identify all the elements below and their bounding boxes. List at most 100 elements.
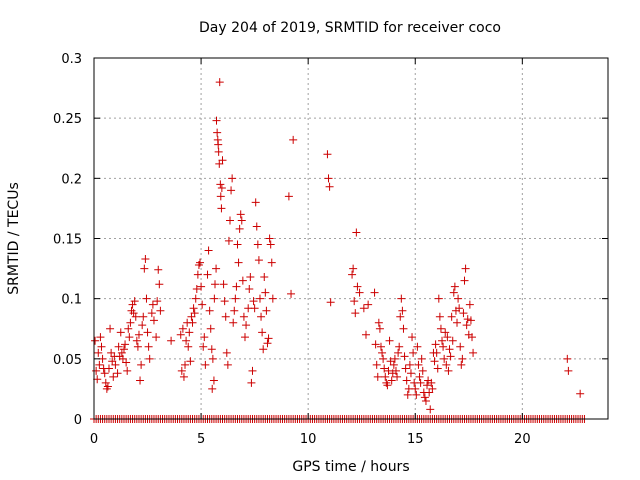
data-point (468, 333, 477, 342)
data-point (387, 376, 396, 385)
data-point (374, 318, 383, 327)
data-point (238, 276, 247, 285)
data-point (456, 342, 465, 351)
y-tick-label: 0.15 (53, 233, 82, 248)
data-point (126, 318, 135, 327)
chart-title: Day 204 of 2019, SRMTID for receiver coc… (199, 20, 501, 36)
data-point (398, 306, 407, 315)
data-point (148, 300, 157, 309)
data-point (220, 297, 229, 306)
data-point (141, 254, 150, 263)
data-point (431, 340, 440, 349)
data-point (117, 348, 126, 357)
data-point (325, 182, 334, 191)
data-point (416, 378, 425, 387)
data-point (125, 333, 134, 342)
data-point (114, 342, 123, 351)
data-point (191, 294, 200, 303)
data-point (212, 116, 221, 125)
data-point (254, 256, 263, 265)
data-point (418, 366, 427, 375)
data-point (207, 345, 216, 354)
data-point (96, 333, 105, 342)
data-point (263, 339, 272, 348)
data-point (100, 369, 109, 378)
data-point (155, 280, 164, 289)
data-point (326, 298, 335, 307)
data-point (221, 312, 230, 321)
data-point (93, 375, 102, 384)
data-point (463, 315, 472, 324)
data-point (457, 360, 466, 369)
data-point (230, 306, 239, 315)
data-point (204, 246, 213, 255)
data-point (385, 336, 394, 345)
data-point (373, 372, 382, 381)
data-point (197, 282, 206, 291)
data-point (198, 300, 207, 309)
data-point (205, 306, 214, 315)
data-point (92, 366, 101, 375)
data-point (123, 366, 132, 375)
data-point (249, 297, 258, 306)
data-point (352, 228, 361, 237)
data-point (375, 324, 384, 333)
data-point (425, 388, 434, 397)
data-point (446, 352, 455, 361)
data-point (131, 312, 140, 321)
axis-ticks: 0 0.05 0.1 0.15 0.2 0.25 0.3 0 5 10 15 20 (53, 52, 608, 447)
data-point (216, 180, 225, 189)
data-point (236, 210, 245, 219)
data-point (152, 333, 161, 342)
data-point (234, 258, 243, 267)
grid-lines (94, 58, 608, 419)
data-point (129, 309, 138, 318)
data-point (406, 369, 415, 378)
data-point (265, 234, 274, 243)
data-point (149, 316, 158, 325)
data-point (436, 324, 445, 333)
data-point (208, 384, 217, 393)
data-point (403, 390, 412, 399)
data-point (267, 258, 276, 267)
data-point (210, 294, 219, 303)
data-point (430, 357, 439, 366)
data-point (402, 376, 411, 385)
data-point (189, 304, 198, 313)
data-point (187, 312, 196, 321)
data-point (455, 304, 464, 313)
data-point (420, 393, 429, 402)
data-point (233, 240, 242, 249)
data-point (258, 328, 267, 337)
data-point (442, 360, 451, 369)
y-axis-label: SRMTID / TECUs (6, 182, 22, 295)
data-point (469, 348, 478, 357)
data-point (130, 297, 139, 306)
data-point (215, 78, 224, 87)
data-point (106, 324, 115, 333)
data-point (240, 333, 249, 342)
data-point (250, 304, 259, 313)
data-point (190, 309, 199, 318)
data-point (401, 364, 410, 373)
data-point (178, 324, 187, 333)
data-point (460, 276, 469, 285)
y-tick-label: 0 (74, 413, 82, 428)
data-point (438, 336, 447, 345)
data-point (113, 369, 122, 378)
x-tick-label: 10 (300, 432, 317, 447)
data-point (245, 285, 254, 294)
data-point (94, 348, 103, 357)
data-point (153, 297, 162, 306)
data-point (396, 312, 405, 321)
data-point (136, 376, 145, 385)
data-point (142, 294, 151, 303)
data-point (353, 282, 362, 291)
data-point (454, 294, 463, 303)
data-point (138, 321, 147, 330)
data-point (200, 333, 209, 342)
data-point (428, 384, 437, 393)
y-tick-label: 0.3 (61, 52, 82, 67)
data-point (132, 336, 141, 345)
data-point (181, 360, 190, 369)
